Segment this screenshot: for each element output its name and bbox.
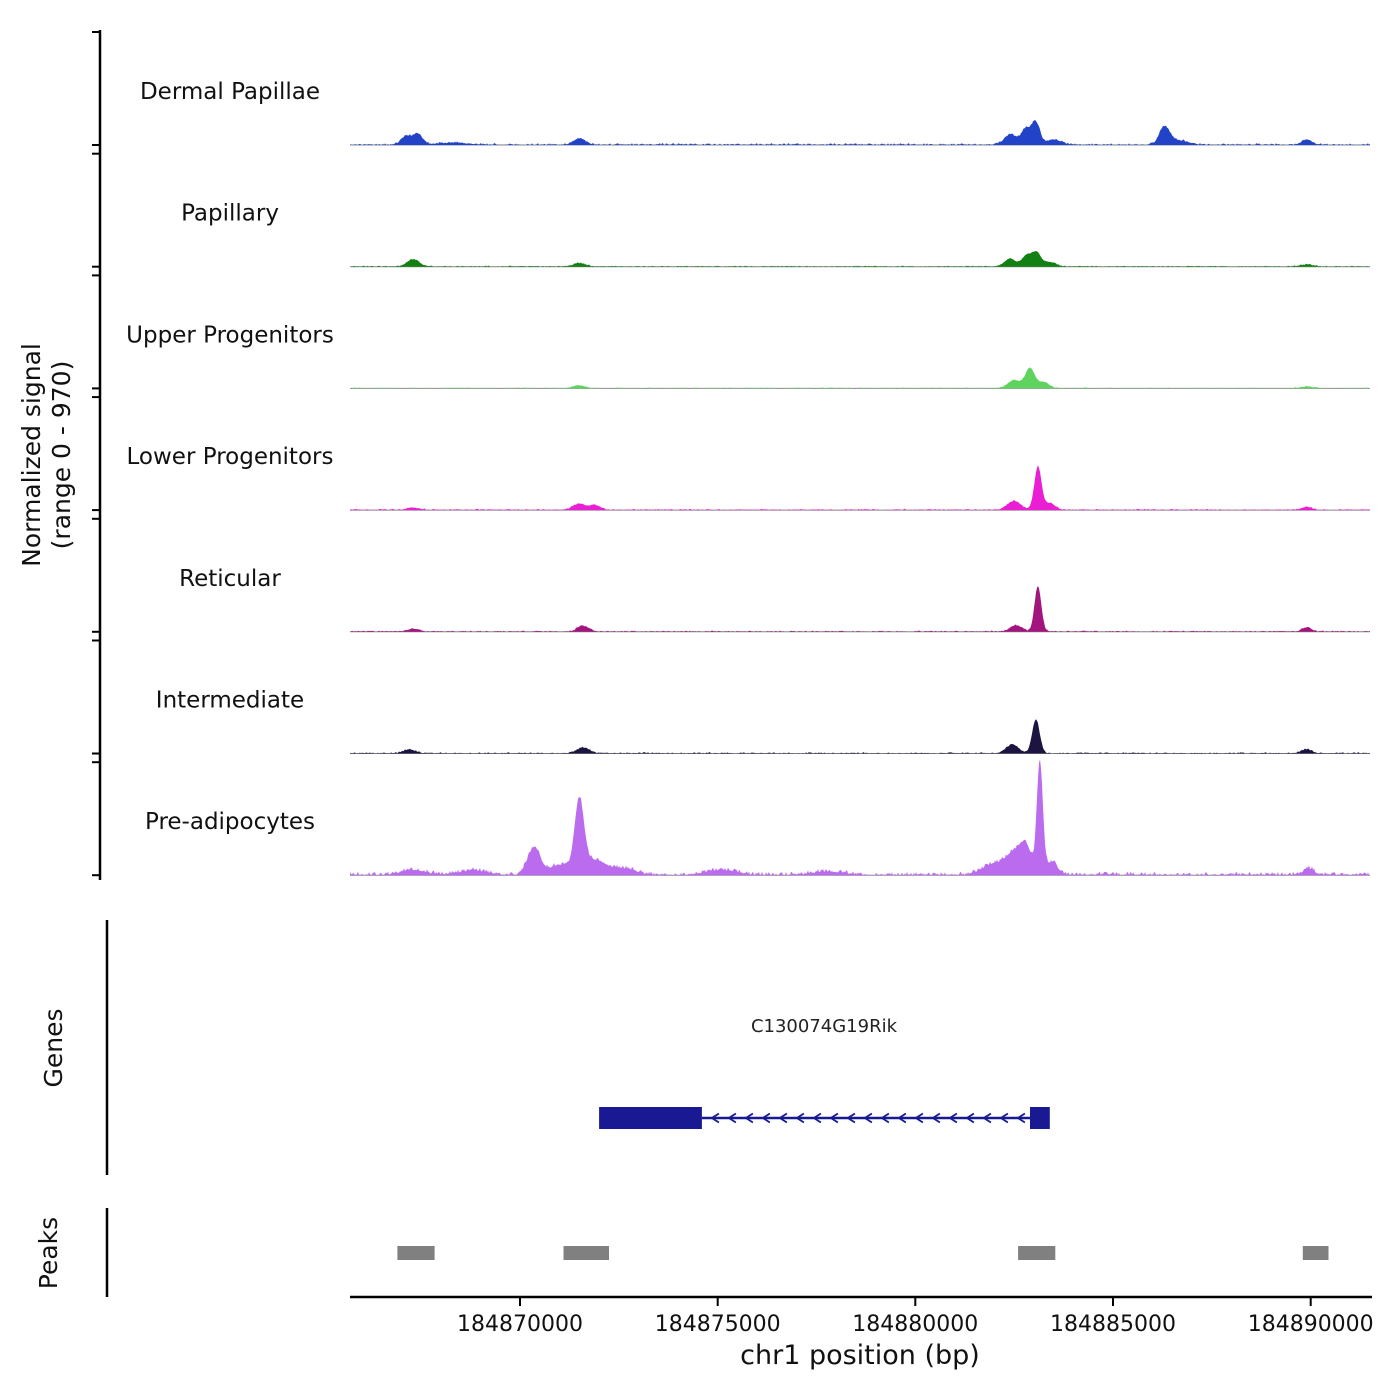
track-label: Lower Progenitors (127, 444, 334, 470)
gene-strand-arrow (983, 1112, 992, 1124)
x-axis-title: chr1 position (bp) (740, 1340, 980, 1371)
gene-exon (1030, 1107, 1050, 1129)
gene-strand-arrow (813, 1112, 822, 1124)
gene-strand-arrow (830, 1112, 839, 1124)
peak-region (1302, 1246, 1329, 1260)
gene-strand-arrow (847, 1112, 856, 1124)
peak-region (563, 1246, 609, 1260)
signal-track-area (350, 119, 1370, 145)
peak-region (1018, 1246, 1056, 1260)
gene-model (599, 1107, 1050, 1129)
peaks-section-label: Peaks (34, 1217, 63, 1289)
gene-strand-arrow (728, 1112, 737, 1124)
x-tick-label: 184870000 (457, 1312, 583, 1337)
x-tick-label: 184880000 (852, 1312, 978, 1337)
track-label: Upper Progenitors (126, 322, 334, 348)
signal-y-axis-ticks (92, 31, 100, 877)
y-axis-label-line2: (range 0 - 970) (47, 361, 76, 550)
track-label: Pre-adipocytes (145, 809, 315, 835)
signal-tracks: Dermal Papillae Papillary Upper Progenitor… (126, 79, 1370, 876)
gene-strand-arrow (949, 1112, 958, 1124)
gene-exon (599, 1107, 702, 1129)
gene-strand-arrow (745, 1112, 754, 1124)
peak-regions (397, 1246, 1329, 1260)
x-tick-label: 184885000 (1050, 1312, 1176, 1337)
track-label: Papillary (181, 201, 279, 227)
track-label: Intermediate (156, 688, 304, 714)
gene-strand-arrow (1017, 1112, 1026, 1124)
x-axis-ticks: 184870000 184875000 184880000 184885000 1848… (457, 1297, 1374, 1337)
gene-strand-arrow (932, 1112, 941, 1124)
track-label: Reticular (179, 566, 281, 592)
track-label: Dermal Papillae (140, 79, 320, 105)
gene-strand-arrow (898, 1112, 907, 1124)
gene-strand-arrow (711, 1112, 720, 1124)
gene-strand-arrow (915, 1112, 924, 1124)
gene-name-label: C130074G19Rik (751, 1016, 898, 1037)
x-tick-label: 184890000 (1248, 1312, 1374, 1337)
gene-strand-arrow (966, 1112, 975, 1124)
gene-strand-arrow (881, 1112, 890, 1124)
peak-region (397, 1246, 435, 1260)
x-tick-label: 184875000 (655, 1312, 781, 1337)
gene-strand-arrow (779, 1112, 788, 1124)
gene-strand-arrow (1000, 1112, 1009, 1124)
gene-strand-arrow (762, 1112, 771, 1124)
genes-section-label: Genes (39, 1008, 68, 1087)
gene-strand-arrow (796, 1112, 805, 1124)
y-axis-label-line1: Normalized signal (17, 343, 46, 567)
gene-strand-arrow (864, 1112, 873, 1124)
